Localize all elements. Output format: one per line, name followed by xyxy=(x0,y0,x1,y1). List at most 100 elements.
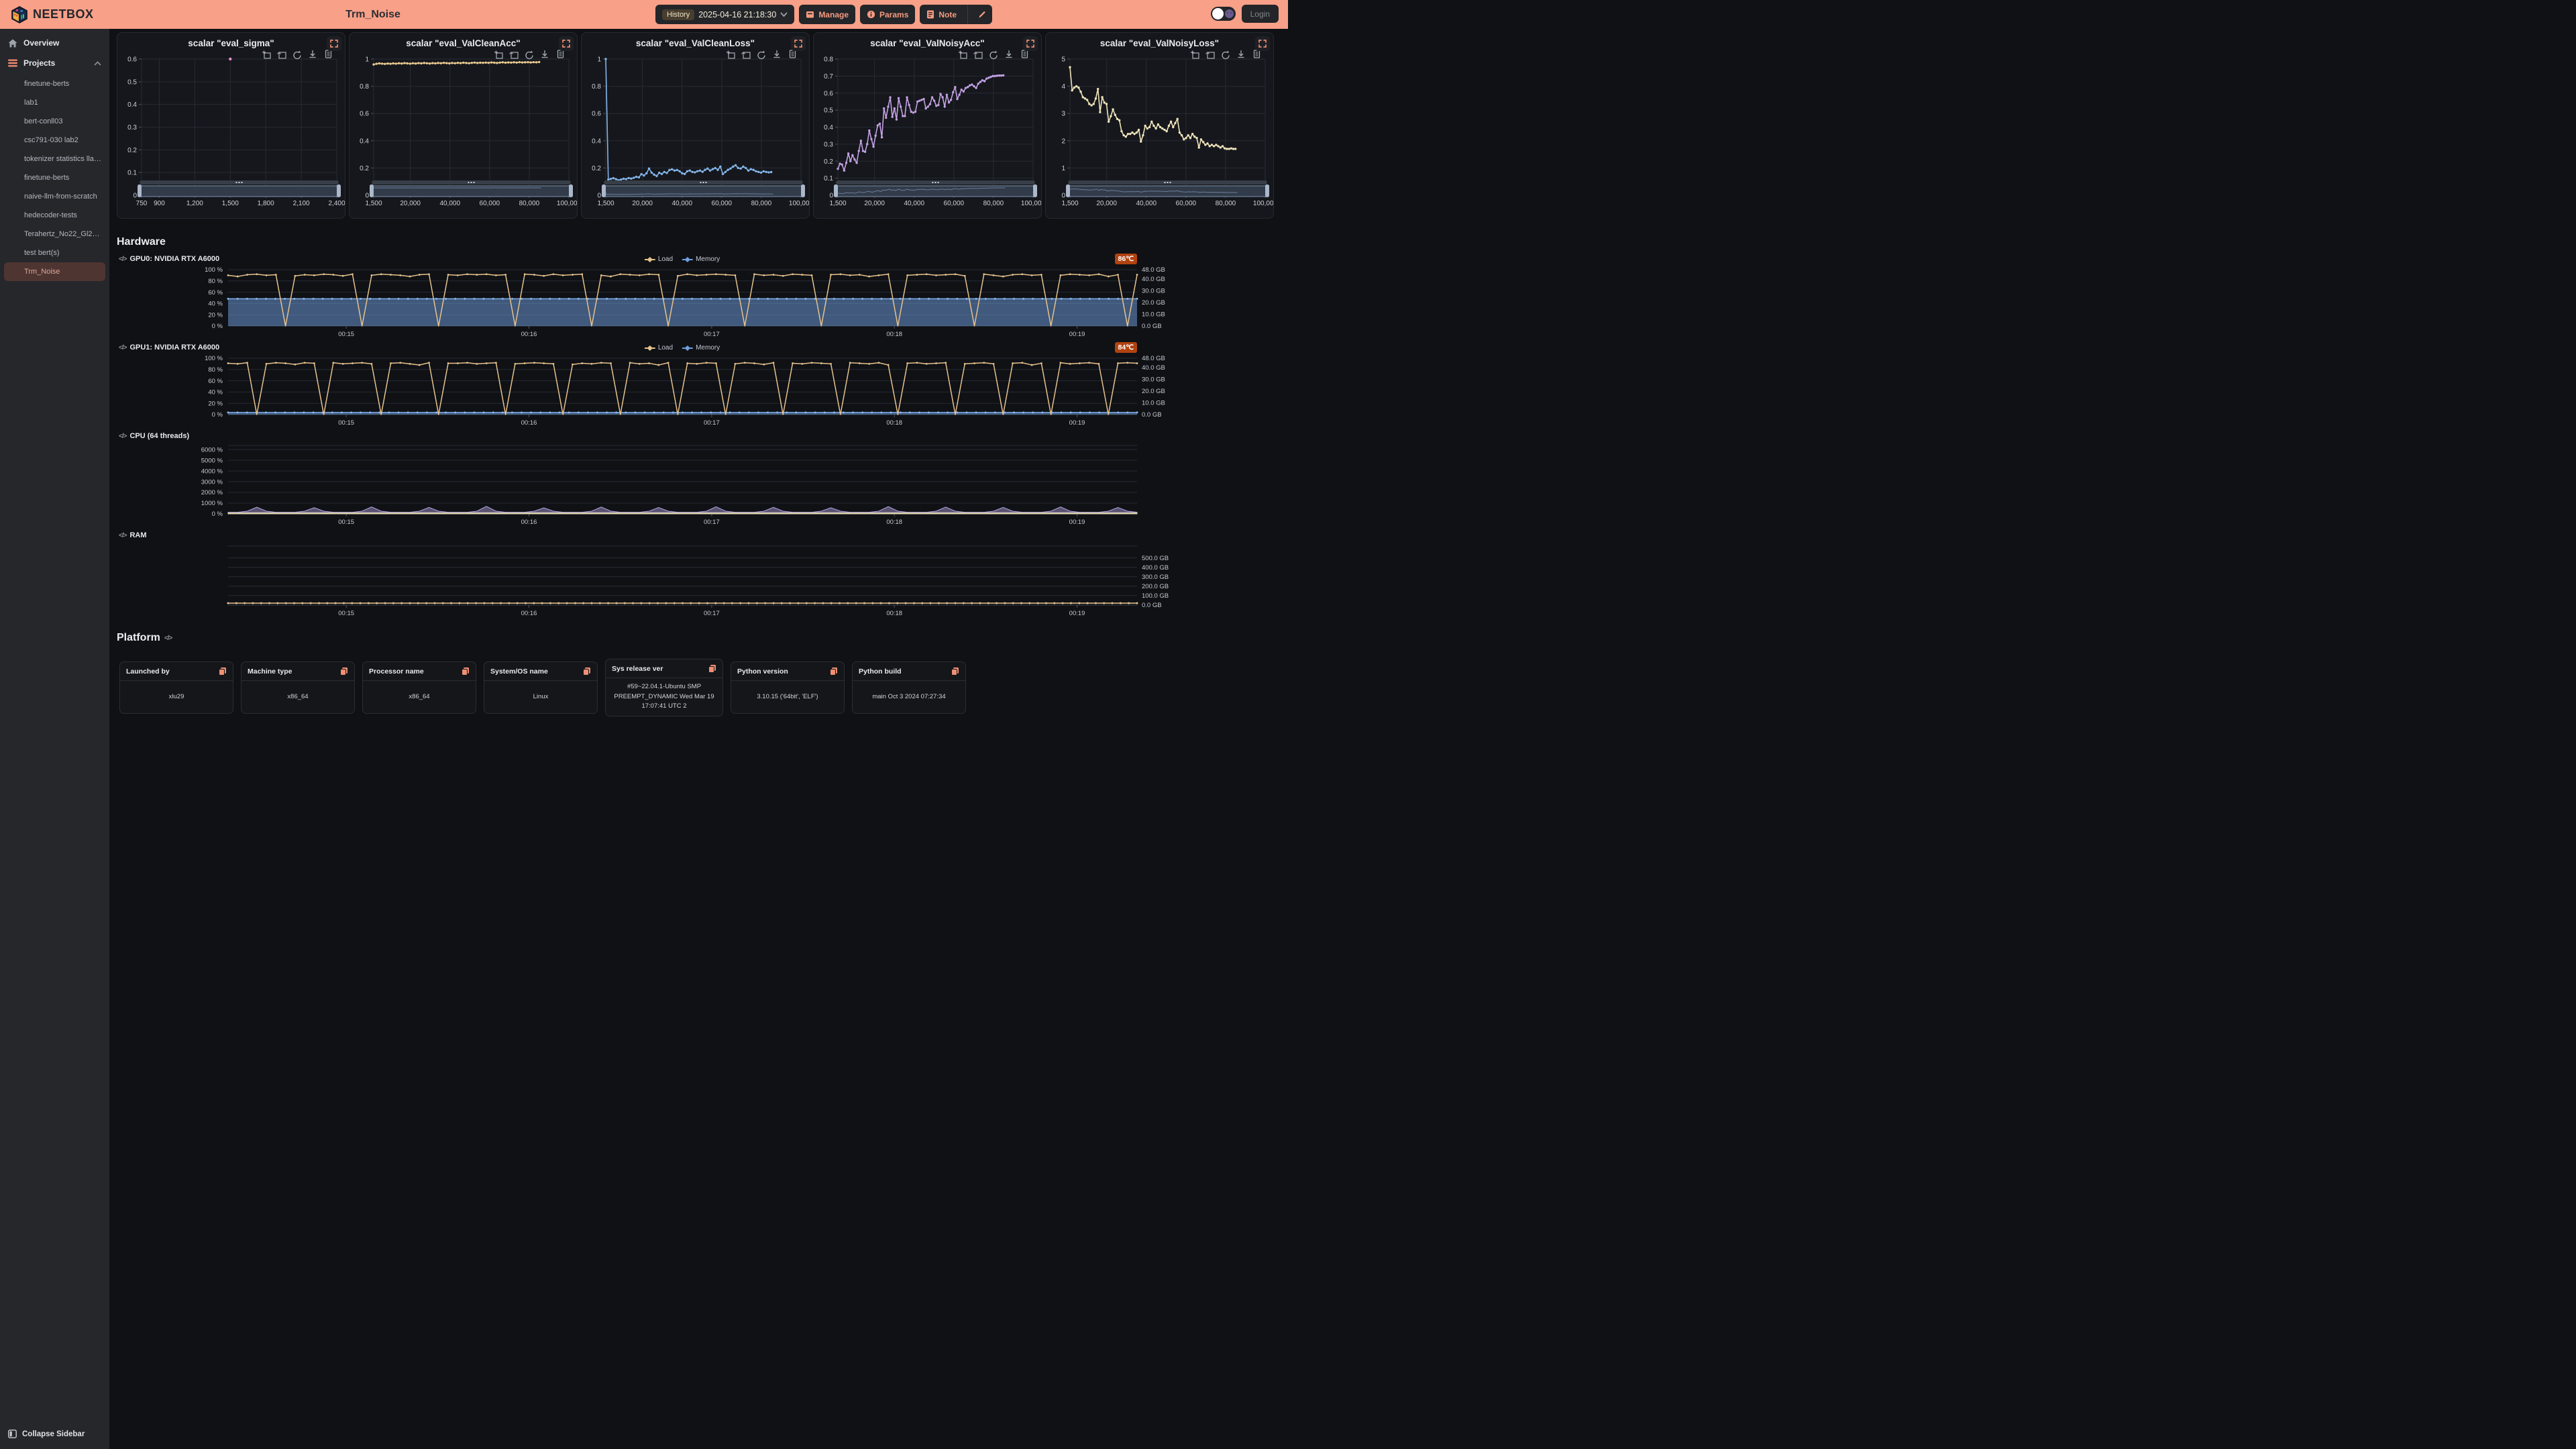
brand[interactable]: NEETBOX xyxy=(11,5,94,23)
data-view-icon[interactable] xyxy=(789,50,796,58)
data-view-icon[interactable] xyxy=(1021,50,1028,58)
history-select[interactable]: History 2025-04-16 21:18:30 xyxy=(655,5,795,24)
fullscreen-icon[interactable] xyxy=(327,36,341,51)
download-icon[interactable] xyxy=(541,50,548,58)
sidebar-project-item[interactable]: tokenizer statistics llama... xyxy=(24,155,109,163)
fullscreen-icon[interactable] xyxy=(559,36,574,51)
copy-icon[interactable] xyxy=(829,667,838,676)
restore-icon[interactable] xyxy=(1205,52,1215,59)
fullscreen-icon[interactable] xyxy=(791,36,806,51)
sidebar-project-item[interactable]: finetune-berts xyxy=(24,80,70,88)
svg-text:20.0 GB: 20.0 GB xyxy=(1142,299,1165,307)
download-icon[interactable] xyxy=(1238,50,1244,58)
copy-icon[interactable] xyxy=(461,667,470,676)
sidebar-item-projects[interactable]: Projects xyxy=(0,53,109,73)
cpu-chart[interactable]: 6000 % 5000 % 4000 % 3000 % 2000 % 1000 % 0 % 0… xyxy=(109,444,1288,525)
datazoom-slider[interactable] xyxy=(138,184,341,197)
data-view-icon[interactable] xyxy=(557,50,564,58)
sidebar-item-overview[interactable]: Overview xyxy=(0,33,109,53)
params-button[interactable]: Params xyxy=(860,5,916,24)
download-icon[interactable] xyxy=(309,50,316,58)
svg-text:5: 5 xyxy=(1061,56,1065,64)
platform-card: Processor name x86_64 xyxy=(362,661,476,714)
fullscreen-icon[interactable] xyxy=(1023,36,1038,51)
refresh-icon[interactable] xyxy=(757,50,765,60)
box-select-zoom-icon[interactable] xyxy=(1191,50,1199,59)
copy-icon[interactable] xyxy=(708,664,716,673)
brand-name: NEETBOX xyxy=(33,7,94,21)
svg-text:40 %: 40 % xyxy=(208,389,223,396)
datazoom-slider[interactable] xyxy=(370,184,573,197)
restore-icon[interactable] xyxy=(277,52,286,59)
gpu0-chart[interactable]: 100 % 80 % 60 % 40 % 20 % 0 % 48.0 GB 40.0 GB 30… xyxy=(109,267,1288,337)
svg-text:0: 0 xyxy=(1061,193,1065,200)
login-button[interactable]: Login xyxy=(1241,5,1279,23)
legend-item-memory[interactable]: Memory xyxy=(682,256,720,263)
restore-icon[interactable] xyxy=(509,52,519,59)
refresh-icon[interactable] xyxy=(989,50,998,60)
svg-text:00:15: 00:15 xyxy=(338,610,354,617)
sidebar-project-item[interactable]: hedecoder-tests xyxy=(24,211,77,219)
edit-note-button[interactable] xyxy=(972,11,992,19)
datazoom-handle-right[interactable] xyxy=(801,184,805,197)
theme-toggle[interactable] xyxy=(1210,7,1236,21)
gpu1-chart[interactable]: 100 % 80 % 60 % 40 % 20 % 0 % 48.0 GB 40.0 GB 30… xyxy=(109,356,1288,425)
svg-text:00:18: 00:18 xyxy=(886,419,902,425)
box-select-zoom-icon[interactable] xyxy=(262,50,271,59)
sidebar-project-item[interactable]: finetune-berts xyxy=(24,174,70,182)
datazoom-handle-right[interactable] xyxy=(569,184,573,197)
refresh-icon[interactable] xyxy=(1222,50,1230,60)
datazoom-handle-right[interactable] xyxy=(1265,184,1269,197)
datazoom-handle-left[interactable] xyxy=(602,184,606,197)
note-button[interactable]: Note xyxy=(920,10,963,19)
datazoom-slider[interactable] xyxy=(1066,184,1269,197)
ram-chart[interactable]: 500.0 GB 400.0 GB 300.0 GB 200.0 GB 100.0 GB… xyxy=(109,543,1288,617)
datazoom-handle-right[interactable] xyxy=(337,184,341,197)
legend-item-load[interactable]: Load xyxy=(644,256,673,263)
box-select-zoom-icon[interactable] xyxy=(494,50,503,59)
box-select-zoom-icon[interactable] xyxy=(727,50,735,59)
svg-text:0.1: 0.1 xyxy=(127,170,137,177)
fullscreen-icon[interactable] xyxy=(1255,36,1270,51)
datazoom-handle-left[interactable] xyxy=(834,184,838,197)
manage-button[interactable]: Manage xyxy=(799,5,855,24)
download-icon[interactable] xyxy=(1006,50,1012,58)
legend-item-load[interactable]: Load xyxy=(644,344,673,352)
download-icon[interactable] xyxy=(773,50,780,58)
svg-text:00:15: 00:15 xyxy=(338,519,354,525)
legend-item-memory[interactable]: Memory xyxy=(682,344,720,352)
data-view-icon[interactable] xyxy=(325,50,332,58)
pencil-icon xyxy=(978,11,986,19)
copy-icon[interactable] xyxy=(582,667,591,676)
datazoom-handle-right[interactable] xyxy=(1033,184,1037,197)
sidebar-project-item[interactable]: Trm_Noise xyxy=(4,262,105,281)
copy-icon[interactable] xyxy=(951,667,959,676)
sidebar-project-item[interactable]: bert-conll03 xyxy=(24,117,63,125)
svg-text:30.0 GB: 30.0 GB xyxy=(1142,376,1165,384)
restore-icon[interactable] xyxy=(741,52,751,59)
collapse-sidebar-button[interactable]: Collapse Sidebar xyxy=(0,1424,109,1444)
hw-section-label: </> CPU (64 threads) xyxy=(119,432,190,440)
refresh-icon[interactable] xyxy=(525,50,533,60)
datazoom-handle-left[interactable] xyxy=(138,184,142,197)
box-select-zoom-icon[interactable] xyxy=(959,50,967,59)
datazoom-slider[interactable] xyxy=(834,184,1037,197)
copy-icon[interactable] xyxy=(218,667,227,676)
svg-text:0 %: 0 % xyxy=(212,411,223,419)
platform-card: Machine type x86_64 xyxy=(241,661,355,714)
datazoom-slider[interactable] xyxy=(602,184,805,197)
chevron-down-icon xyxy=(780,12,788,17)
datazoom-handle-left[interactable] xyxy=(1066,184,1070,197)
refresh-icon[interactable] xyxy=(293,50,301,60)
scalar-chart-card-eval_ValNoisyLoss: scalar "eval_ValNoisyLoss" 0 1 2 3 4 5 1,500 20,… xyxy=(1045,32,1274,219)
data-view-icon[interactable] xyxy=(1253,50,1260,58)
restore-icon[interactable] xyxy=(973,52,983,59)
sidebar-project-item[interactable]: csc791-030 lab2 xyxy=(24,136,78,144)
chart-title: scalar "eval_ValNoisyLoss" xyxy=(1099,38,1220,48)
copy-icon[interactable] xyxy=(339,667,348,676)
sidebar-project-item[interactable]: naive-llm-from-scratch xyxy=(24,193,97,201)
sidebar-project-item[interactable]: test bert(s) xyxy=(24,249,60,257)
sidebar-project-item[interactable]: lab1 xyxy=(24,99,38,107)
sidebar-project-item[interactable]: Terahertz_No22_Gl261_gl... xyxy=(24,230,109,238)
datazoom-handle-left[interactable] xyxy=(370,184,374,197)
